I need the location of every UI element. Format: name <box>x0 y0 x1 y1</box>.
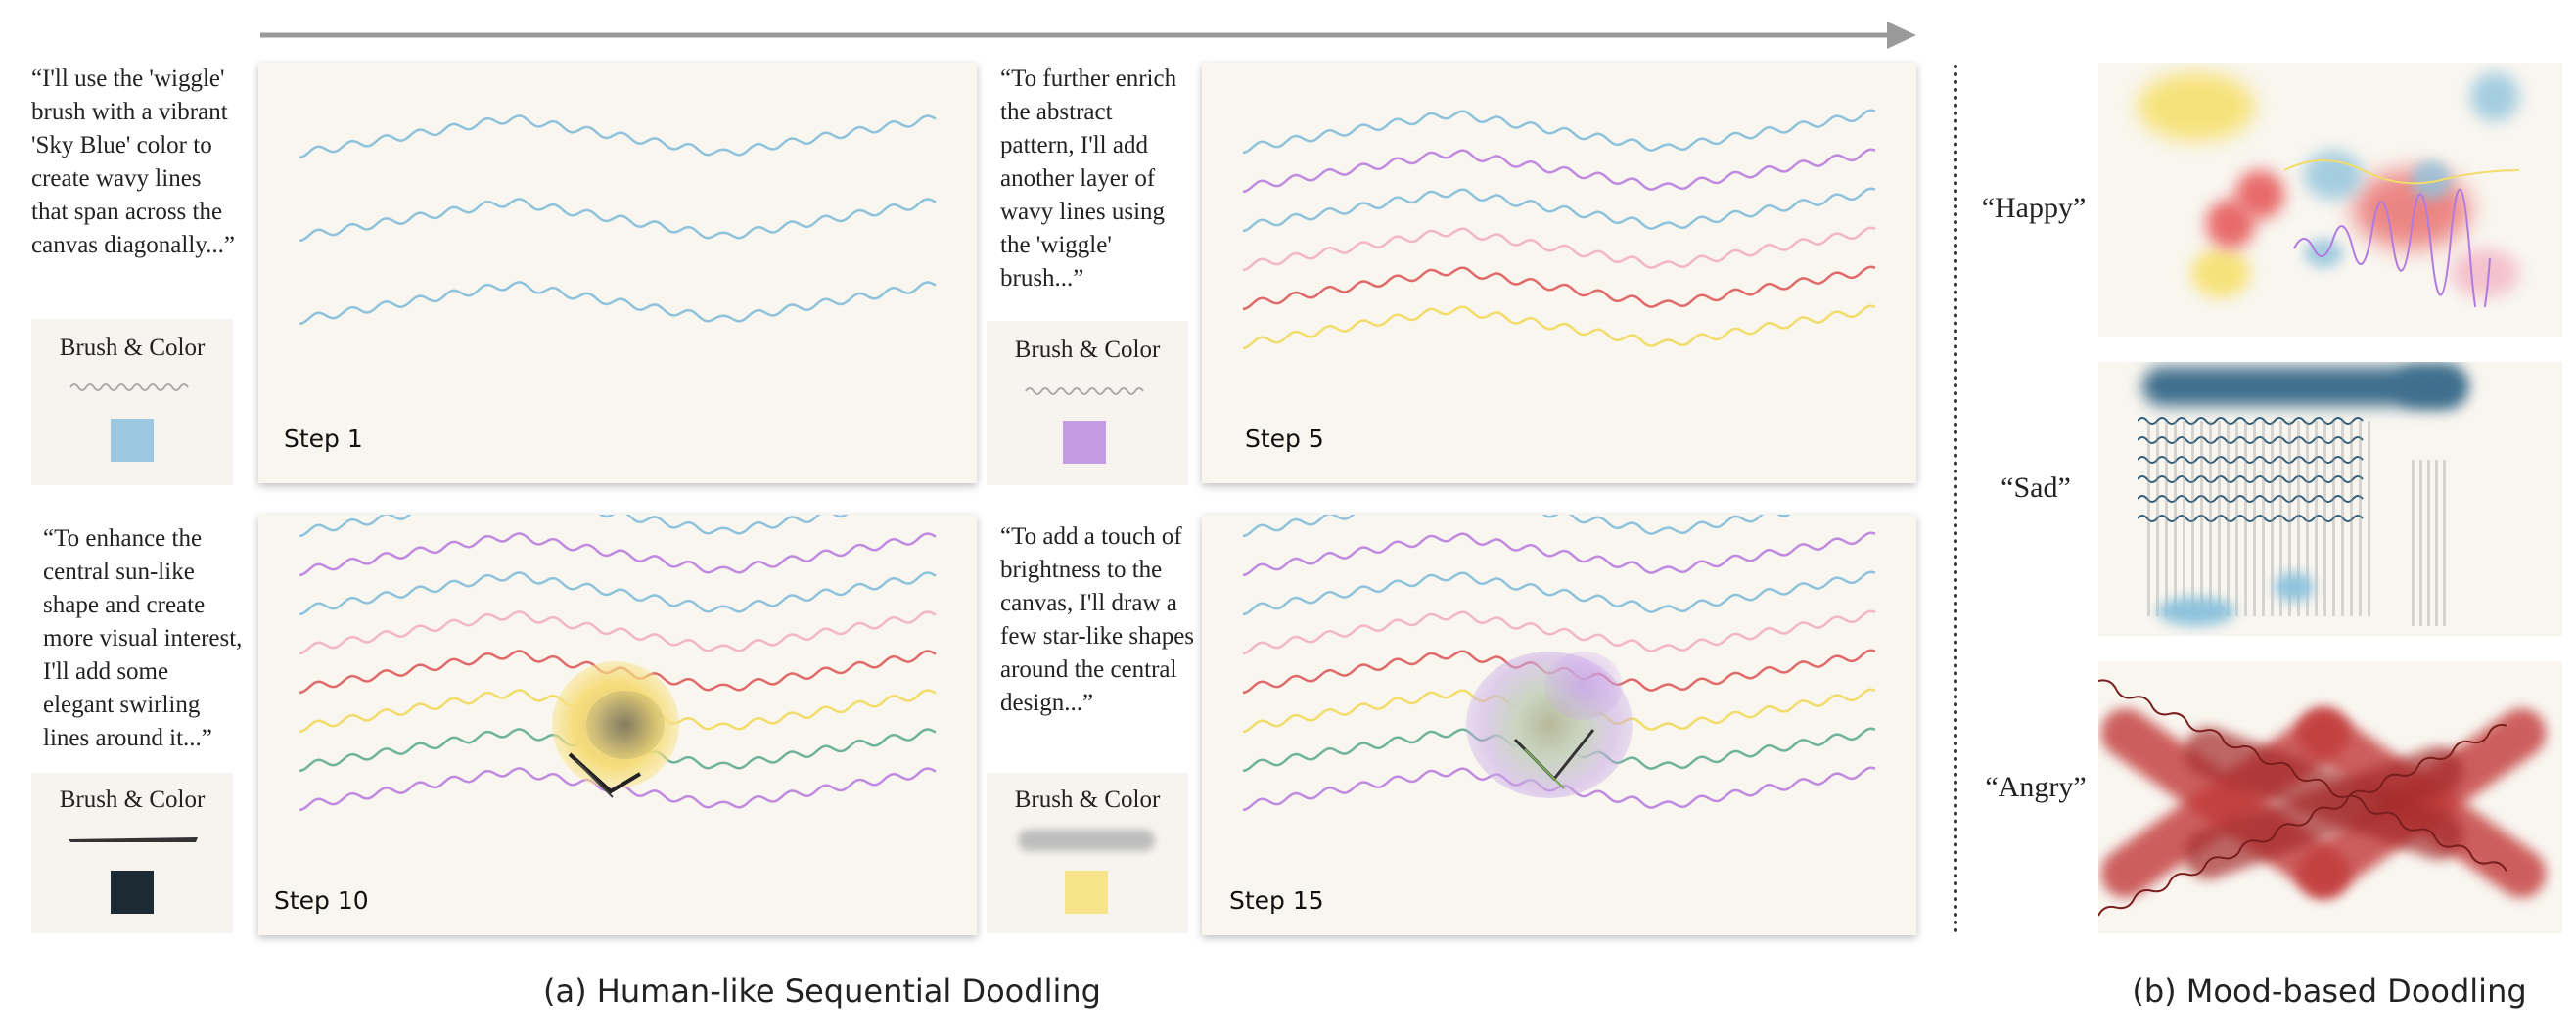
wiggle-brush-icon <box>1025 387 1144 395</box>
canvas-step-1: Step 1 <box>258 63 977 483</box>
swirl-lines <box>568 752 642 798</box>
mood-label-sad: “Sad” <box>2001 472 2071 504</box>
wave-line <box>299 571 937 616</box>
star-cluster-halo <box>1544 652 1623 720</box>
wave-line <box>299 532 937 577</box>
mood-canvas-happy <box>2098 63 2562 337</box>
ink-brush-icon <box>69 837 198 842</box>
light-blue-puddle <box>2275 572 2314 602</box>
wave-lines <box>1242 109 1876 350</box>
pink-blob <box>2451 248 2519 297</box>
quote-step-5: “To further enrich the abstract pattern,… <box>1000 66 1177 292</box>
step-label: Step 15 <box>1229 886 1324 915</box>
mood-label-angry: “Angry” <box>1985 771 2087 803</box>
wave-line <box>299 515 849 538</box>
mood-canvas-sad <box>2098 362 2562 636</box>
light-blue-puddle <box>2157 597 2235 626</box>
wave-line <box>299 198 937 243</box>
color-swatch-dark <box>111 871 154 914</box>
blue-blob <box>2304 151 2363 200</box>
wave-line <box>1242 226 1876 272</box>
wave-line <box>1242 109 1876 155</box>
wave-lines <box>299 515 937 812</box>
mood-label-happy: “Happy” <box>1981 192 2087 224</box>
wave-line <box>1242 148 1876 194</box>
wave-line <box>1242 531 1876 577</box>
purple-squiggle <box>2283 159 2520 307</box>
wave-line <box>1242 609 1876 655</box>
canvas-step-10: Step 10 <box>258 515 977 935</box>
progress-arrow <box>260 22 1916 49</box>
quote-step-10: “To enhance the central sun-like shape a… <box>43 525 243 751</box>
wave-line <box>299 281 937 326</box>
brush-color-label: Brush & Color <box>1014 337 1161 363</box>
wave-lines <box>299 114 937 326</box>
dark-blue-cloud <box>2397 367 2465 406</box>
caption-sequential-doodling: (a) Human-like Sequential Doodling <box>543 972 1101 1010</box>
brush-color-label: Brush & Color <box>59 335 206 361</box>
sad-wave-lines <box>2138 417 2364 522</box>
red-blob <box>2235 170 2284 219</box>
sun-blob-dots <box>586 691 665 759</box>
gray-rain <box>2412 460 2451 626</box>
brush-color-box-step-15: Brush & Color <box>987 773 1188 933</box>
brush-color-box-step-1: Brush & Color <box>31 319 233 485</box>
wiggle-brush-icon <box>69 383 189 391</box>
blur-brush-icon <box>1018 830 1155 851</box>
mood-canvas-angry <box>2098 661 2562 933</box>
brush-color-box-step-10: Brush & Color <box>31 773 233 933</box>
step-label: Step 1 <box>284 425 363 453</box>
brush-color-label: Brush & Color <box>1014 787 1161 813</box>
step-label: Step 5 <box>1245 425 1324 453</box>
wave-line <box>299 610 937 655</box>
color-swatch-sky-blue <box>111 419 154 462</box>
color-swatch-yellow <box>1065 871 1108 914</box>
wave-line <box>1242 304 1876 350</box>
step-label: Step 10 <box>274 886 369 915</box>
quote-step-1: “I'll use the 'wiggle' brush with a vibr… <box>31 66 236 258</box>
color-swatch-purple <box>1063 421 1106 464</box>
wave-line <box>1242 265 1876 311</box>
yellow-blob <box>2191 248 2250 297</box>
wave-line <box>1242 187 1876 233</box>
quote-step-15: “To add a touch of brightness to the can… <box>1000 523 1195 716</box>
wave-line <box>1242 515 1791 538</box>
gray-rain <box>2147 421 2372 616</box>
wave-line <box>1242 570 1876 616</box>
brush-color-box-step-5: Brush & Color <box>987 321 1188 485</box>
canvas-step-15: Step 15 <box>1202 515 1916 935</box>
blue-blob <box>2470 72 2519 121</box>
canvas-step-5: Step 5 <box>1202 63 1916 483</box>
wave-line <box>299 114 937 159</box>
section-divider <box>1954 65 1957 933</box>
yellow-blob <box>2138 72 2255 141</box>
dark-red-squiggles <box>2098 679 2507 917</box>
brush-color-label: Brush & Color <box>59 787 206 813</box>
star-lines <box>1513 729 1595 789</box>
caption-mood-doodling: (b) Mood-based Doodling <box>2132 972 2527 1010</box>
